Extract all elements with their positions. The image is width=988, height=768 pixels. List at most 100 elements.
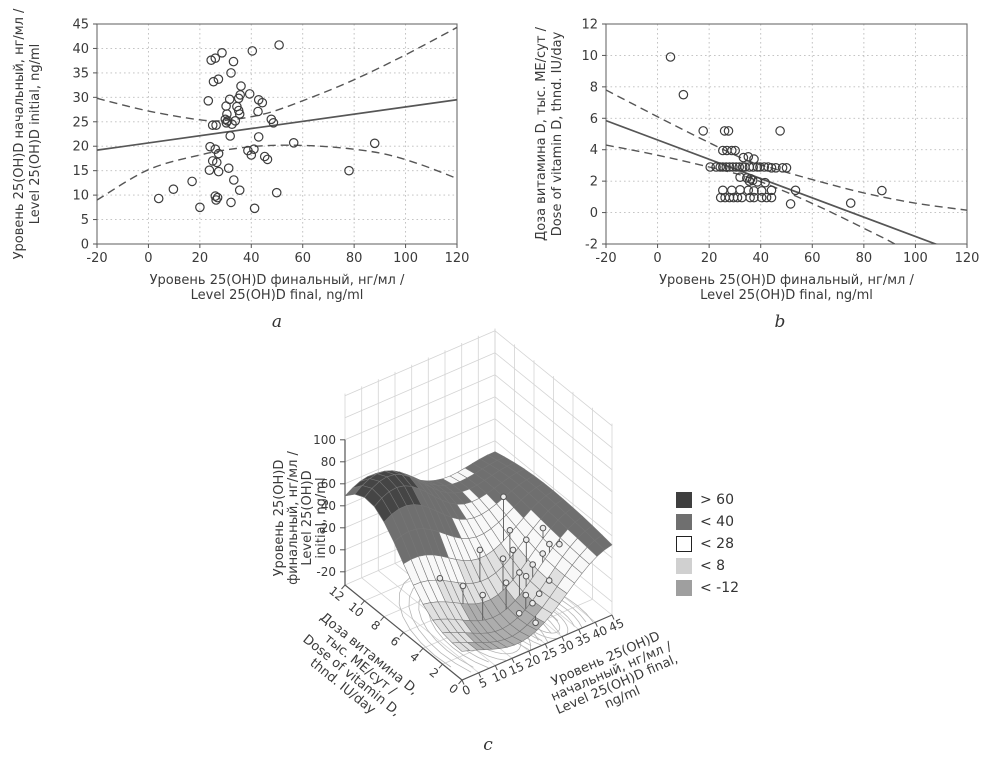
data-point bbox=[229, 175, 239, 185]
data-point-3d bbox=[545, 577, 553, 584]
data-points bbox=[665, 52, 887, 209]
svg-text:10: 10 bbox=[581, 49, 598, 64]
svg-text:8: 8 bbox=[368, 618, 383, 634]
data-point bbox=[766, 185, 777, 196]
svg-text:25: 25 bbox=[72, 115, 89, 130]
data-point bbox=[249, 144, 259, 154]
svg-text:0: 0 bbox=[460, 682, 473, 698]
svg-text:35: 35 bbox=[72, 66, 89, 81]
svg-text:2: 2 bbox=[427, 665, 442, 681]
legend-swatch bbox=[676, 580, 692, 596]
legend-item: > 60 bbox=[676, 492, 739, 508]
panel-a-chart: -20 0 20 40 60 80 100 120051015202530354045Уров… bbox=[12, 8, 469, 303]
data-point bbox=[777, 163, 788, 173]
surface-legend: > 60 < 40 < 28 < 8 < -12 bbox=[676, 492, 739, 596]
data-point bbox=[752, 162, 763, 172]
panel-b-label: b bbox=[774, 312, 786, 332]
legend-label: < -12 bbox=[700, 580, 740, 596]
svg-text:4: 4 bbox=[407, 649, 422, 665]
data-point bbox=[210, 191, 221, 201]
svg-text:-20: -20 bbox=[86, 251, 107, 266]
data-point bbox=[207, 156, 218, 166]
data-point bbox=[678, 89, 689, 100]
data-point-3d bbox=[539, 524, 547, 532]
data-point bbox=[234, 109, 245, 119]
panel-a-label: a bbox=[271, 312, 283, 332]
data-point-3d bbox=[522, 591, 530, 599]
data-point bbox=[223, 163, 234, 173]
grid bbox=[606, 24, 967, 244]
data-point bbox=[719, 126, 730, 136]
data-point bbox=[234, 185, 245, 195]
data-point-3d bbox=[523, 536, 530, 544]
data-point bbox=[207, 120, 218, 130]
data-point bbox=[766, 192, 777, 203]
data-point bbox=[344, 165, 354, 176]
data-point bbox=[698, 126, 708, 136]
data-point bbox=[288, 138, 299, 148]
data-point-3d bbox=[506, 527, 514, 534]
data-point bbox=[715, 162, 725, 172]
data-point bbox=[766, 163, 777, 173]
z-axis: -20 0 20 40 60 80 100 bbox=[313, 433, 345, 579]
svg-text:20: 20 bbox=[72, 140, 89, 155]
data-point-3d bbox=[515, 610, 523, 617]
data-point-3d bbox=[529, 599, 536, 607]
svg-text:5: 5 bbox=[81, 213, 89, 228]
data-point bbox=[226, 197, 236, 208]
data-point-3d bbox=[500, 493, 507, 501]
data-point bbox=[761, 192, 772, 203]
data-point-3d bbox=[535, 590, 543, 597]
data-point bbox=[235, 90, 245, 100]
svg-text:6: 6 bbox=[388, 634, 403, 650]
svg-text:15: 15 bbox=[72, 164, 89, 179]
legend-label: < 40 bbox=[700, 514, 734, 530]
svg-text:40: 40 bbox=[321, 499, 336, 513]
y-axis-label: Доза витамина D, тыс. МЕ/сут /Dose of vi… bbox=[534, 26, 565, 241]
data-point bbox=[790, 185, 801, 196]
svg-text:10: 10 bbox=[72, 189, 89, 204]
data-point bbox=[212, 192, 223, 203]
data-point-3d bbox=[539, 550, 547, 557]
data-point bbox=[212, 157, 222, 168]
data-point bbox=[208, 76, 219, 87]
svg-text:80: 80 bbox=[321, 455, 336, 469]
data-point bbox=[748, 162, 759, 172]
svg-text:60: 60 bbox=[804, 251, 821, 266]
data-point bbox=[195, 202, 205, 213]
data-point bbox=[274, 40, 284, 50]
data-point bbox=[749, 192, 759, 203]
svg-text:30: 30 bbox=[557, 638, 577, 657]
legend-label: > 60 bbox=[700, 492, 734, 508]
data-point bbox=[665, 52, 676, 62]
svg-text:25: 25 bbox=[540, 645, 560, 664]
data-point bbox=[732, 192, 743, 203]
data-point bbox=[745, 192, 755, 203]
data-point bbox=[756, 186, 767, 196]
data-point bbox=[749, 154, 759, 164]
data-point bbox=[168, 184, 179, 194]
svg-text:40: 40 bbox=[72, 42, 89, 57]
data-point bbox=[734, 162, 745, 172]
data-point bbox=[735, 185, 745, 195]
scatter3d-points bbox=[436, 493, 563, 627]
data-point-3d bbox=[546, 540, 553, 548]
data-point bbox=[253, 132, 264, 142]
legend-label: < 8 bbox=[700, 558, 726, 574]
data-point bbox=[785, 199, 796, 209]
svg-text:-20: -20 bbox=[316, 565, 336, 579]
svg-text:-2: -2 bbox=[585, 238, 598, 253]
plot-border bbox=[605, 23, 968, 245]
data-point bbox=[877, 185, 887, 196]
svg-text:45: 45 bbox=[607, 616, 627, 635]
data-point bbox=[187, 176, 197, 187]
legend-item: < 28 bbox=[676, 536, 739, 552]
svg-text:100: 100 bbox=[393, 251, 418, 266]
svg-text:100: 100 bbox=[313, 433, 336, 447]
svg-text:10: 10 bbox=[490, 666, 510, 685]
data-point-3d bbox=[436, 575, 444, 582]
data-point-3d bbox=[556, 540, 563, 548]
data-point bbox=[756, 192, 767, 203]
